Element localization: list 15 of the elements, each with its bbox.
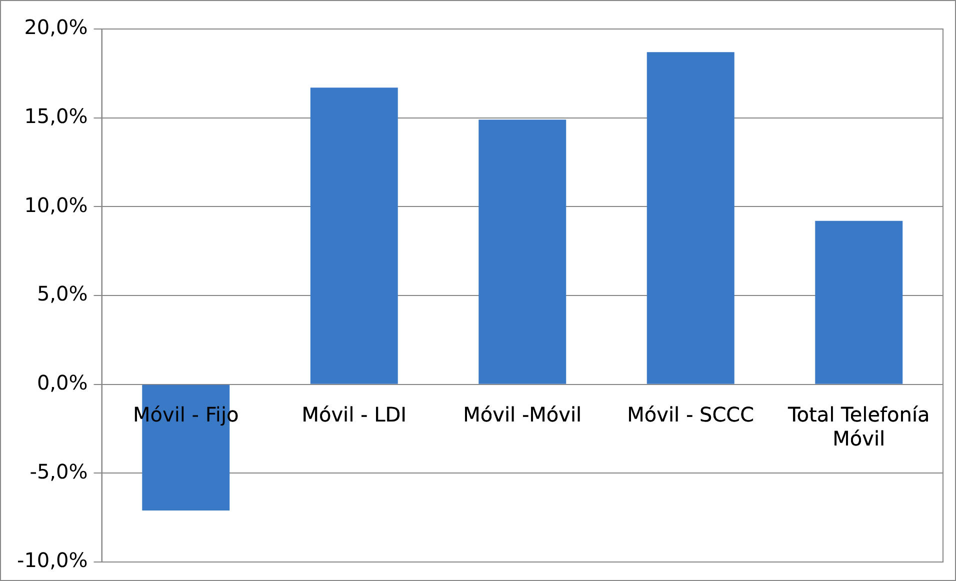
x-tick-label: Móvil -Móvil xyxy=(463,402,582,427)
y-tick-label: 5,0% xyxy=(36,282,88,306)
bar xyxy=(646,52,734,384)
x-tick-label: Móvil - LDI xyxy=(302,402,407,427)
y-tick-label: -5,0% xyxy=(30,459,88,484)
y-tick-label: 20,0% xyxy=(24,15,88,40)
bar xyxy=(310,88,398,384)
x-tick-label: Móvil - SCCC xyxy=(627,402,754,427)
x-tick-label: Total Telefonía Móvil xyxy=(786,402,930,451)
y-tick-label: -10,0% xyxy=(16,548,88,572)
y-tick-label: 15,0% xyxy=(24,104,88,128)
y-tick-label: 0,0% xyxy=(36,370,88,395)
bar xyxy=(815,220,903,384)
y-tick-label: 10,0% xyxy=(24,192,88,217)
bar xyxy=(478,120,566,384)
